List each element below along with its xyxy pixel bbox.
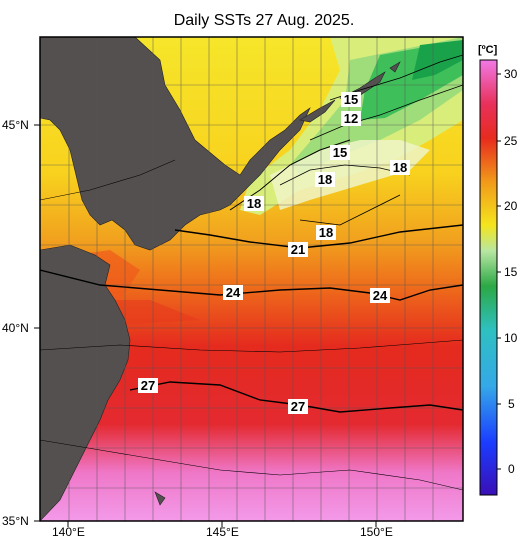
svg-text:15: 15 (344, 92, 358, 107)
svg-text:24: 24 (373, 288, 388, 303)
isotherm-label-12: 12 (341, 111, 361, 126)
svg-text:27: 27 (141, 378, 155, 393)
isotherm-label-21: 21 (288, 242, 308, 257)
isotherm-label-27-a: 27 (138, 378, 158, 393)
colorbar-tick-25: 25 (504, 134, 518, 148)
colorbar-tick-0: 0 (508, 462, 515, 476)
svg-text:18: 18 (393, 160, 407, 175)
svg-text:24: 24 (226, 285, 241, 300)
lon-label-145e: 145°E (206, 525, 239, 539)
svg-text:18: 18 (319, 225, 333, 240)
colorbar-tick-20: 20 (504, 199, 518, 213)
land-mass (40, 37, 401, 521)
isotherm-value-labels: 15 12 15 18 18 18 18 21 24 24 27 27 (138, 92, 410, 414)
map-title: Daily SSTs 27 Aug. 2025. (173, 12, 355, 29)
svg-text:21: 21 (291, 242, 305, 257)
lat-label-45n: 45°N (2, 118, 29, 132)
svg-text:18: 18 (247, 196, 261, 211)
isotherm-label-15-a: 15 (341, 92, 361, 107)
colorbar-tick-15: 15 (504, 265, 518, 279)
colorbar-unit: [ºC] (478, 44, 498, 56)
isotherm-label-18-c: 18 (244, 196, 264, 211)
isotherm-label-18-a: 18 (390, 160, 410, 175)
colorbar-ticks (497, 73, 501, 470)
lon-label-140e: 140°E (52, 525, 85, 539)
lat-label-35n: 35°N (2, 514, 29, 528)
svg-text:18: 18 (318, 172, 332, 187)
colorbar-tick-30: 30 (504, 67, 518, 81)
colorbar-tick-10: 10 (504, 331, 518, 345)
colorbar-tick-5: 5 (508, 397, 515, 411)
map-frame (39, 36, 464, 522)
lon-label-150e: 150°E (360, 525, 393, 539)
isotherm-label-27-b: 27 (288, 399, 308, 414)
lat-label-40n: 40°N (2, 321, 29, 335)
isotherm-label-18-d: 18 (316, 225, 336, 240)
colorbar (479, 59, 498, 496)
axis-ticks (34, 124, 377, 527)
graticule (39, 37, 463, 521)
isotherm-label-18-b: 18 (315, 172, 335, 187)
isotherm-label-15-b: 15 (330, 145, 350, 160)
svg-text:12: 12 (344, 111, 358, 126)
isotherm-label-24-b: 24 (370, 288, 390, 303)
svg-text:27: 27 (291, 399, 305, 414)
svg-text:15: 15 (333, 145, 347, 160)
isotherm-label-24-a: 24 (223, 285, 243, 300)
